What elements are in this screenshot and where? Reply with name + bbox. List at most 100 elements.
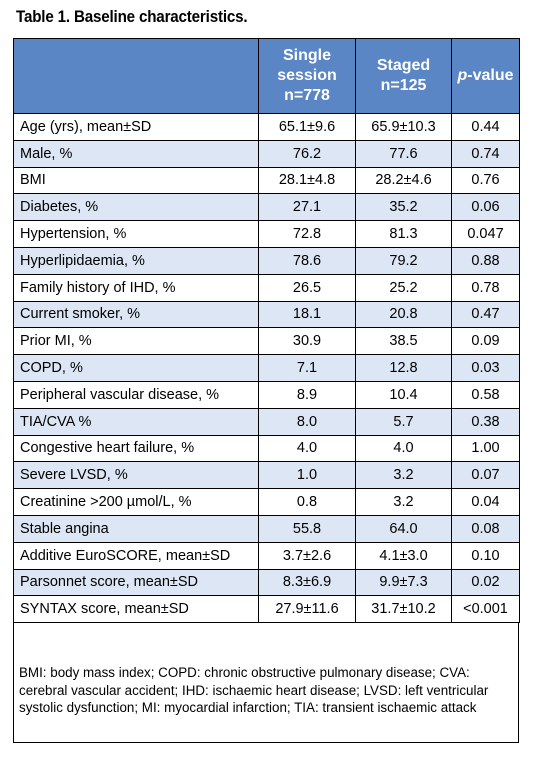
staged-cell: 65.9±10.3 — [355, 113, 452, 141]
row-label-cell: Peripheral vascular disease, % — [13, 380, 259, 409]
table-row: Age (yrs), mean±SD 65.1±9.6 65.9±10.3 0.44 — [13, 113, 520, 141]
staged-cell: 5.7 — [355, 407, 452, 436]
p-value-cell: 0.76 — [451, 166, 520, 195]
p-value-cell: <0.001 — [451, 595, 520, 624]
single-session-cell: 28.1±4.8 — [258, 166, 356, 195]
row-label-cell: Congestive heart failure, % — [13, 434, 259, 463]
row-label-cell: COPD, % — [13, 354, 259, 382]
single-session-cell: 18.1 — [258, 300, 356, 329]
row-label-cell: Age (yrs), mean±SD — [13, 113, 259, 141]
single-session-cell: 7.1 — [258, 354, 356, 382]
single-session-cell: 8.9 — [258, 380, 356, 409]
header-corner-cell — [13, 38, 259, 114]
row-label-cell: Parsonnet score, mean±SD — [13, 568, 259, 597]
staged-cell: 28.2±4.6 — [355, 166, 452, 195]
staged-cell: 81.3 — [355, 220, 452, 248]
table-row: Diabetes, % 27.1 35.2 0.06 — [13, 193, 520, 222]
staged-cell: 77.6 — [355, 139, 452, 168]
table-row: Additive EuroSCORE, mean±SD 3.7±2.6 4.1±3.… — [13, 541, 520, 570]
table-row: Stable angina 55.8 64.0 0.08 — [13, 514, 520, 543]
table-caption: Table 1. Baseline characteristics. — [16, 8, 248, 26]
p-value-cell: 0.09 — [451, 327, 520, 356]
single-session-cell: 55.8 — [258, 514, 356, 543]
header-row: Single session n=778 Staged n=125 p-valu… — [13, 38, 520, 114]
p-value-cell: 0.38 — [451, 407, 520, 436]
single-session-cell: 8.3±6.9 — [258, 568, 356, 597]
row-label-cell: Stable angina — [13, 514, 259, 543]
table-row: Peripheral vascular disease, % 8.9 10.4 0.5… — [13, 380, 520, 409]
baseline-characteristics-table: Single session n=778 Staged n=125 p-valu… — [13, 38, 520, 624]
p-value-cell: 0.08 — [451, 514, 520, 543]
table-row: COPD, % 7.1 12.8 0.03 — [13, 354, 520, 382]
table-row: Current smoker, % 18.1 20.8 0.47 — [13, 300, 520, 329]
header-single-session: Single session n=778 — [258, 38, 356, 114]
single-session-cell: 65.1±9.6 — [258, 113, 356, 141]
table-row: BMI 28.1±4.8 28.2±4.6 0.76 — [13, 166, 520, 195]
staged-cell: 20.8 — [355, 300, 452, 329]
p-value-cell: 0.07 — [451, 461, 520, 490]
table-row: Parsonnet score, mean±SD 8.3±6.9 9.9±7.3 0.… — [13, 568, 520, 597]
single-session-cell: 1.0 — [258, 461, 356, 490]
p-value-cell: 0.88 — [451, 246, 520, 275]
table-row: Hyperlipidaemia, % 78.6 79.2 0.88 — [13, 246, 520, 275]
staged-cell: 35.2 — [355, 193, 452, 222]
p-value-cell: 0.78 — [451, 273, 520, 302]
single-session-cell: 27.1 — [258, 193, 356, 222]
single-session-cell: 30.9 — [258, 327, 356, 356]
staged-cell: 12.8 — [355, 354, 452, 382]
table-body: Age (yrs), mean±SD 65.1±9.6 65.9±10.3 0.44 M… — [13, 113, 520, 624]
staged-cell: 38.5 — [355, 327, 452, 356]
header-p-rest: -value — [467, 67, 514, 84]
p-value-cell: 0.47 — [451, 300, 520, 329]
p-value-cell: 0.02 — [451, 568, 520, 597]
p-value-cell: 1.00 — [451, 434, 520, 463]
table-row: Family history of IHD, % 26.5 25.2 0.78 — [13, 273, 520, 302]
table-row: Creatinine >200 µmol/L, % 0.8 3.2 0.04 — [13, 488, 520, 516]
p-value-cell: 0.06 — [451, 193, 520, 222]
row-label-cell: Family history of IHD, % — [13, 273, 259, 302]
row-label-cell: Hypertension, % — [13, 220, 259, 248]
staged-cell: 79.2 — [355, 246, 452, 275]
row-label-cell: Diabetes, % — [13, 193, 259, 222]
row-label-cell: BMI — [13, 166, 259, 195]
row-label-cell: Current smoker, % — [13, 300, 259, 329]
single-session-cell: 72.8 — [258, 220, 356, 248]
table-row: TIA/CVA % 8.0 5.7 0.38 — [13, 407, 520, 436]
header-single-line3: n=778 — [284, 87, 330, 104]
staged-cell: 3.2 — [355, 488, 452, 516]
table-footnote: BMI: body mass index; COPD: chronic obst… — [19, 665, 489, 715]
row-label-cell: Hyperlipidaemia, % — [13, 246, 259, 275]
row-label-cell: TIA/CVA % — [13, 407, 259, 436]
row-label-cell: Male, % — [13, 139, 259, 168]
table-row: Hypertension, % 72.8 81.3 0.047 — [13, 220, 520, 248]
single-session-cell: 0.8 — [258, 488, 356, 516]
single-session-cell: 8.0 — [258, 407, 356, 436]
p-value-cell: 0.58 — [451, 380, 520, 409]
staged-cell: 9.9±7.3 — [355, 568, 452, 597]
single-session-cell: 4.0 — [258, 434, 356, 463]
row-label-cell: Prior MI, % — [13, 327, 259, 356]
table-row: Male, % 76.2 77.6 0.74 — [13, 139, 520, 168]
single-session-cell: 78.6 — [258, 246, 356, 275]
row-label-cell: Severe LVSD, % — [13, 461, 259, 490]
table-row: Congestive heart failure, % 4.0 4.0 1.00 — [13, 434, 520, 463]
staged-cell: 31.7±10.2 — [355, 595, 452, 624]
staged-cell: 64.0 — [355, 514, 452, 543]
header-staged-line1: Staged — [376, 57, 431, 74]
header-single-line1: Single — [282, 47, 331, 64]
single-session-cell: 26.5 — [258, 273, 356, 302]
staged-cell: 4.0 — [355, 434, 452, 463]
table-row: SYNTAX score, mean±SD 27.9±11.6 31.7±10.2 <… — [13, 595, 520, 624]
row-label-cell: Creatinine >200 µmol/L, % — [13, 488, 259, 516]
single-session-cell: 3.7±2.6 — [258, 541, 356, 570]
row-label-cell: Additive EuroSCORE, mean±SD — [13, 541, 259, 570]
staged-cell: 3.2 — [355, 461, 452, 490]
single-session-cell: 76.2 — [258, 139, 356, 168]
header-p-value: p-value — [451, 38, 520, 114]
header-staged: Staged n=125 — [355, 38, 452, 114]
p-value-cell: 0.10 — [451, 541, 520, 570]
single-session-cell: 27.9±11.6 — [258, 595, 356, 624]
header-p-italic: p — [457, 67, 468, 84]
header-staged-line2: n=125 — [380, 77, 427, 94]
p-value-cell: 0.74 — [451, 139, 520, 168]
